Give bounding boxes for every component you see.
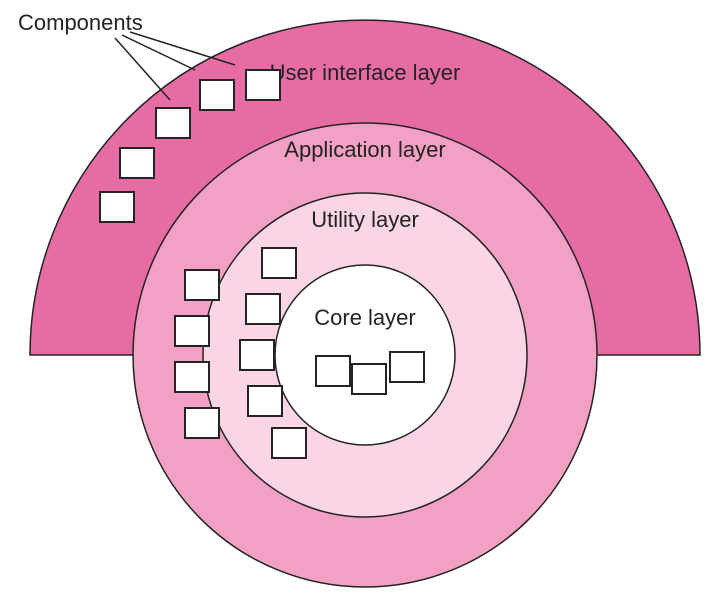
component-box-app (175, 362, 209, 392)
layer-core (275, 265, 455, 445)
component-box-core (390, 352, 424, 382)
component-box-core (316, 356, 350, 386)
component-box-ui (120, 148, 154, 178)
component-box-app (185, 408, 219, 438)
layer-label-core: Core layer (314, 305, 415, 330)
callout-leader (130, 32, 235, 65)
component-box-util (246, 294, 280, 324)
component-box-app (175, 316, 209, 346)
component-box-ui (200, 80, 234, 110)
component-box-app (185, 270, 219, 300)
component-box-core (352, 364, 386, 394)
callout-label: Components (18, 10, 143, 35)
layer-label-app: Application layer (284, 137, 445, 162)
component-box-ui (156, 108, 190, 138)
component-box-util (248, 386, 282, 416)
callout-leader (115, 38, 170, 100)
component-box-util (272, 428, 306, 458)
component-box-ui (246, 70, 280, 100)
layer-label-ui: User interface layer (270, 60, 461, 85)
component-box-ui (100, 192, 134, 222)
component-box-util (240, 340, 274, 370)
component-box-util (262, 248, 296, 278)
layer-label-util: Utility layer (311, 207, 419, 232)
